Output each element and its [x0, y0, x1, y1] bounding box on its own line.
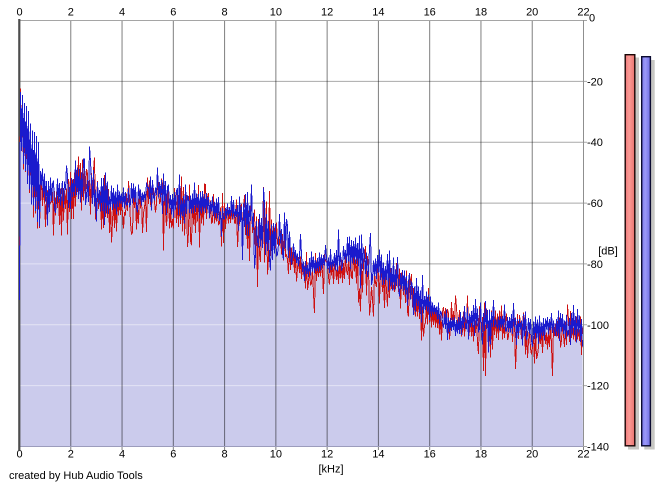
- svg-text:20: 20: [526, 449, 538, 461]
- svg-text:10: 10: [270, 449, 282, 461]
- svg-text:-100: -100: [587, 320, 609, 332]
- svg-text:12: 12: [321, 7, 333, 19]
- svg-text:-40: -40: [587, 137, 603, 149]
- svg-text:14: 14: [372, 7, 384, 19]
- svg-text:created by Hub Audio Tools: created by Hub Audio Tools: [9, 470, 143, 482]
- svg-text:[kHz]: [kHz]: [318, 464, 343, 476]
- svg-text:16: 16: [424, 449, 436, 461]
- svg-text:18: 18: [475, 7, 487, 19]
- svg-text:14: 14: [372, 449, 384, 461]
- svg-text:2: 2: [68, 449, 74, 461]
- svg-text:12: 12: [321, 449, 333, 461]
- svg-text:8: 8: [222, 449, 228, 461]
- svg-text:10: 10: [270, 7, 282, 19]
- svg-text:-120: -120: [587, 381, 609, 393]
- svg-text:6: 6: [170, 449, 176, 461]
- svg-text:18: 18: [475, 449, 487, 461]
- svg-text:0: 0: [16, 449, 22, 461]
- svg-text:[dB]: [dB]: [598, 246, 618, 258]
- svg-text:20: 20: [526, 7, 538, 19]
- svg-text:2: 2: [68, 7, 74, 19]
- svg-text:-60: -60: [587, 198, 603, 210]
- svg-text:0: 0: [16, 7, 22, 19]
- svg-text:-140: -140: [587, 442, 609, 454]
- svg-text:-20: -20: [587, 76, 603, 88]
- svg-text:6: 6: [170, 7, 176, 19]
- svg-text:22: 22: [577, 449, 589, 461]
- svg-text:-80: -80: [587, 259, 603, 271]
- svg-text:0: 0: [589, 13, 595, 25]
- svg-text:4: 4: [119, 449, 125, 461]
- svg-text:4: 4: [119, 7, 125, 19]
- svg-text:8: 8: [222, 7, 228, 19]
- svg-text:16: 16: [424, 7, 436, 19]
- svg-text:22: 22: [577, 7, 589, 19]
